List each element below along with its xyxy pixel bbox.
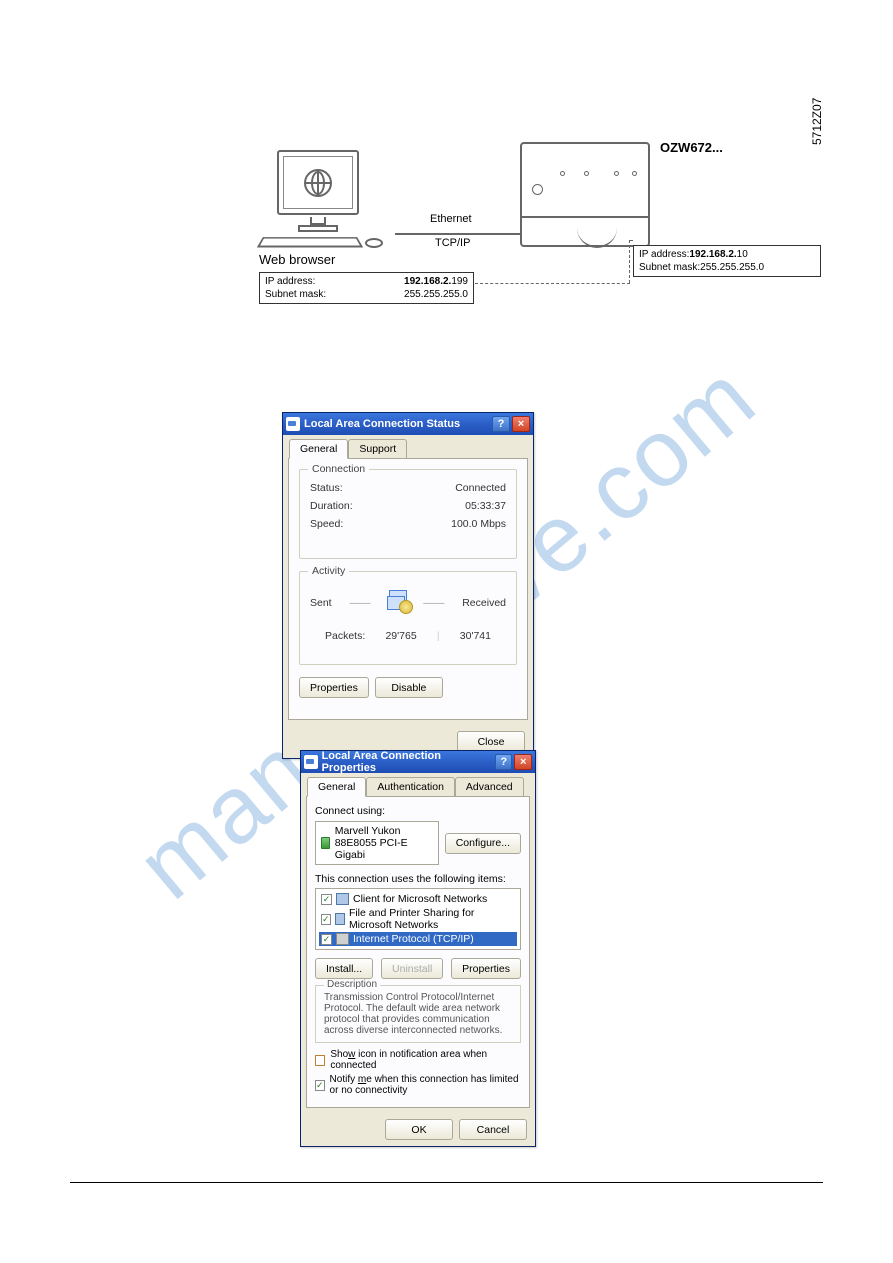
checkbox[interactable] xyxy=(321,934,332,945)
help-button[interactable]: ? xyxy=(492,416,510,432)
ethernet-label: Ethernet xyxy=(430,213,472,225)
globe-icon xyxy=(304,169,332,197)
web-browser-label: Web browser xyxy=(259,252,335,267)
tcpip-label: TCP/IP xyxy=(435,237,470,249)
file-sharing-icon xyxy=(335,913,345,925)
pc-ip-box: IP address:192.168.2.199 Subnet mask:255… xyxy=(259,272,474,304)
connection-properties-window: Local Area Connection Properties ? × Gen… xyxy=(300,750,536,1147)
cancel-button[interactable]: Cancel xyxy=(459,1119,527,1140)
list-item[interactable]: File and Printer Sharing for Microsoft N… xyxy=(319,906,517,932)
description-box: Description Transmission Control Protoco… xyxy=(315,985,521,1043)
items-label: This connection uses the following items… xyxy=(315,873,521,885)
tab-support[interactable]: Support xyxy=(348,439,407,458)
pc-illustration xyxy=(260,150,395,250)
tab-general[interactable]: General xyxy=(307,777,366,797)
connection-status-window: Local Area Connection Status ? × General… xyxy=(282,412,534,759)
connection-icon xyxy=(304,755,318,769)
checkbox[interactable] xyxy=(321,914,331,925)
install-button[interactable]: Install... xyxy=(315,958,373,979)
protocol-icon xyxy=(336,933,349,945)
close-icon[interactable]: × xyxy=(514,754,532,770)
item-properties-button[interactable]: Properties xyxy=(451,958,521,979)
ok-button[interactable]: OK xyxy=(385,1119,453,1140)
checkbox[interactable] xyxy=(321,894,332,905)
show-icon-checkbox[interactable] xyxy=(315,1055,325,1066)
sent-value: 29'765 xyxy=(385,630,416,642)
connection-group-title: Connection xyxy=(308,463,369,475)
disable-button[interactable]: Disable xyxy=(375,677,443,698)
configure-button[interactable]: Configure... xyxy=(445,833,521,854)
connection-items-list[interactable]: Client for Microsoft Networks File and P… xyxy=(315,888,521,950)
props-title: Local Area Connection Properties xyxy=(322,750,493,774)
adapter-field: Marvell Yukon 88E8055 PCI-E Gigabi xyxy=(315,821,439,865)
properties-button[interactable]: Properties xyxy=(299,677,369,698)
props-titlebar[interactable]: Local Area Connection Properties ? × xyxy=(301,751,535,773)
sent-label: Sent xyxy=(310,597,332,609)
status-title: Local Area Connection Status xyxy=(304,418,460,430)
tab-authentication[interactable]: Authentication xyxy=(366,777,455,796)
packets-label: Packets: xyxy=(325,630,365,642)
client-icon xyxy=(336,893,349,905)
received-label: Received xyxy=(462,597,506,609)
tab-general[interactable]: General xyxy=(289,439,348,459)
close-button[interactable]: Close xyxy=(457,731,525,752)
tab-advanced[interactable]: Advanced xyxy=(455,777,524,796)
footer-rule xyxy=(70,1182,823,1183)
ozw-title: OZW672... xyxy=(660,140,723,155)
ozw-device xyxy=(520,142,650,247)
status-titlebar[interactable]: Local Area Connection Status ? × xyxy=(283,413,533,435)
connect-using-label: Connect using: xyxy=(315,805,521,817)
connection-icon xyxy=(286,417,300,431)
help-button[interactable]: ? xyxy=(495,754,513,770)
list-item[interactable]: Client for Microsoft Networks xyxy=(319,892,517,906)
network-adapter-icon xyxy=(321,837,330,849)
show-icon-label: Show icon in notification area when conn… xyxy=(330,1049,521,1071)
ethernet-wire xyxy=(395,233,520,235)
notify-label: Notify me when this connection has limit… xyxy=(330,1074,521,1096)
notify-checkbox[interactable] xyxy=(315,1080,325,1091)
list-item[interactable]: Internet Protocol (TCP/IP) xyxy=(319,932,517,946)
network-diagram: Ethernet TCP/IP OZW672... 5712Z07 Web br… xyxy=(255,140,830,300)
close-icon[interactable]: × xyxy=(512,416,530,432)
activity-icon xyxy=(389,590,406,616)
recv-value: 30'741 xyxy=(460,630,491,642)
uninstall-button: Uninstall xyxy=(381,958,443,979)
drawing-code: 5712Z07 xyxy=(810,98,824,145)
activity-group-title: Activity xyxy=(308,565,349,577)
ozw-ip-box: IP address:192.168.2.10 Subnet mask:255.… xyxy=(633,245,821,277)
